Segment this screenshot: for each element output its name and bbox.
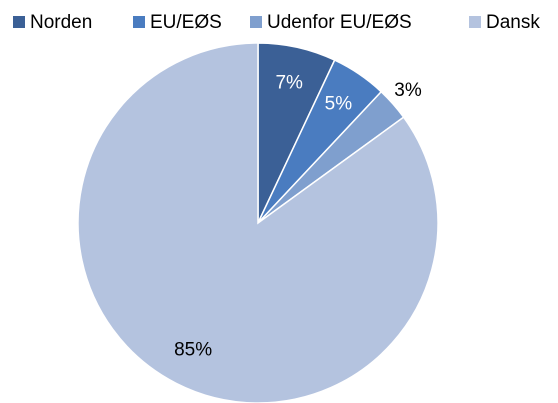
data-label: 3% (394, 80, 422, 101)
legend-label: EU/EØS (150, 12, 222, 33)
data-label: 85% (174, 339, 212, 360)
legend-label: Norden (30, 12, 92, 33)
legend-label: Udenfor EU/EØS (267, 12, 412, 33)
data-label: 5% (325, 94, 353, 115)
legend-swatch (133, 16, 145, 28)
legend-swatch (469, 16, 481, 28)
legend-label: Dansk (486, 12, 540, 33)
legend-swatch (250, 16, 262, 28)
legend-swatch (13, 16, 25, 28)
data-label: 7% (275, 72, 303, 93)
pie-slice (77, 42, 439, 403)
